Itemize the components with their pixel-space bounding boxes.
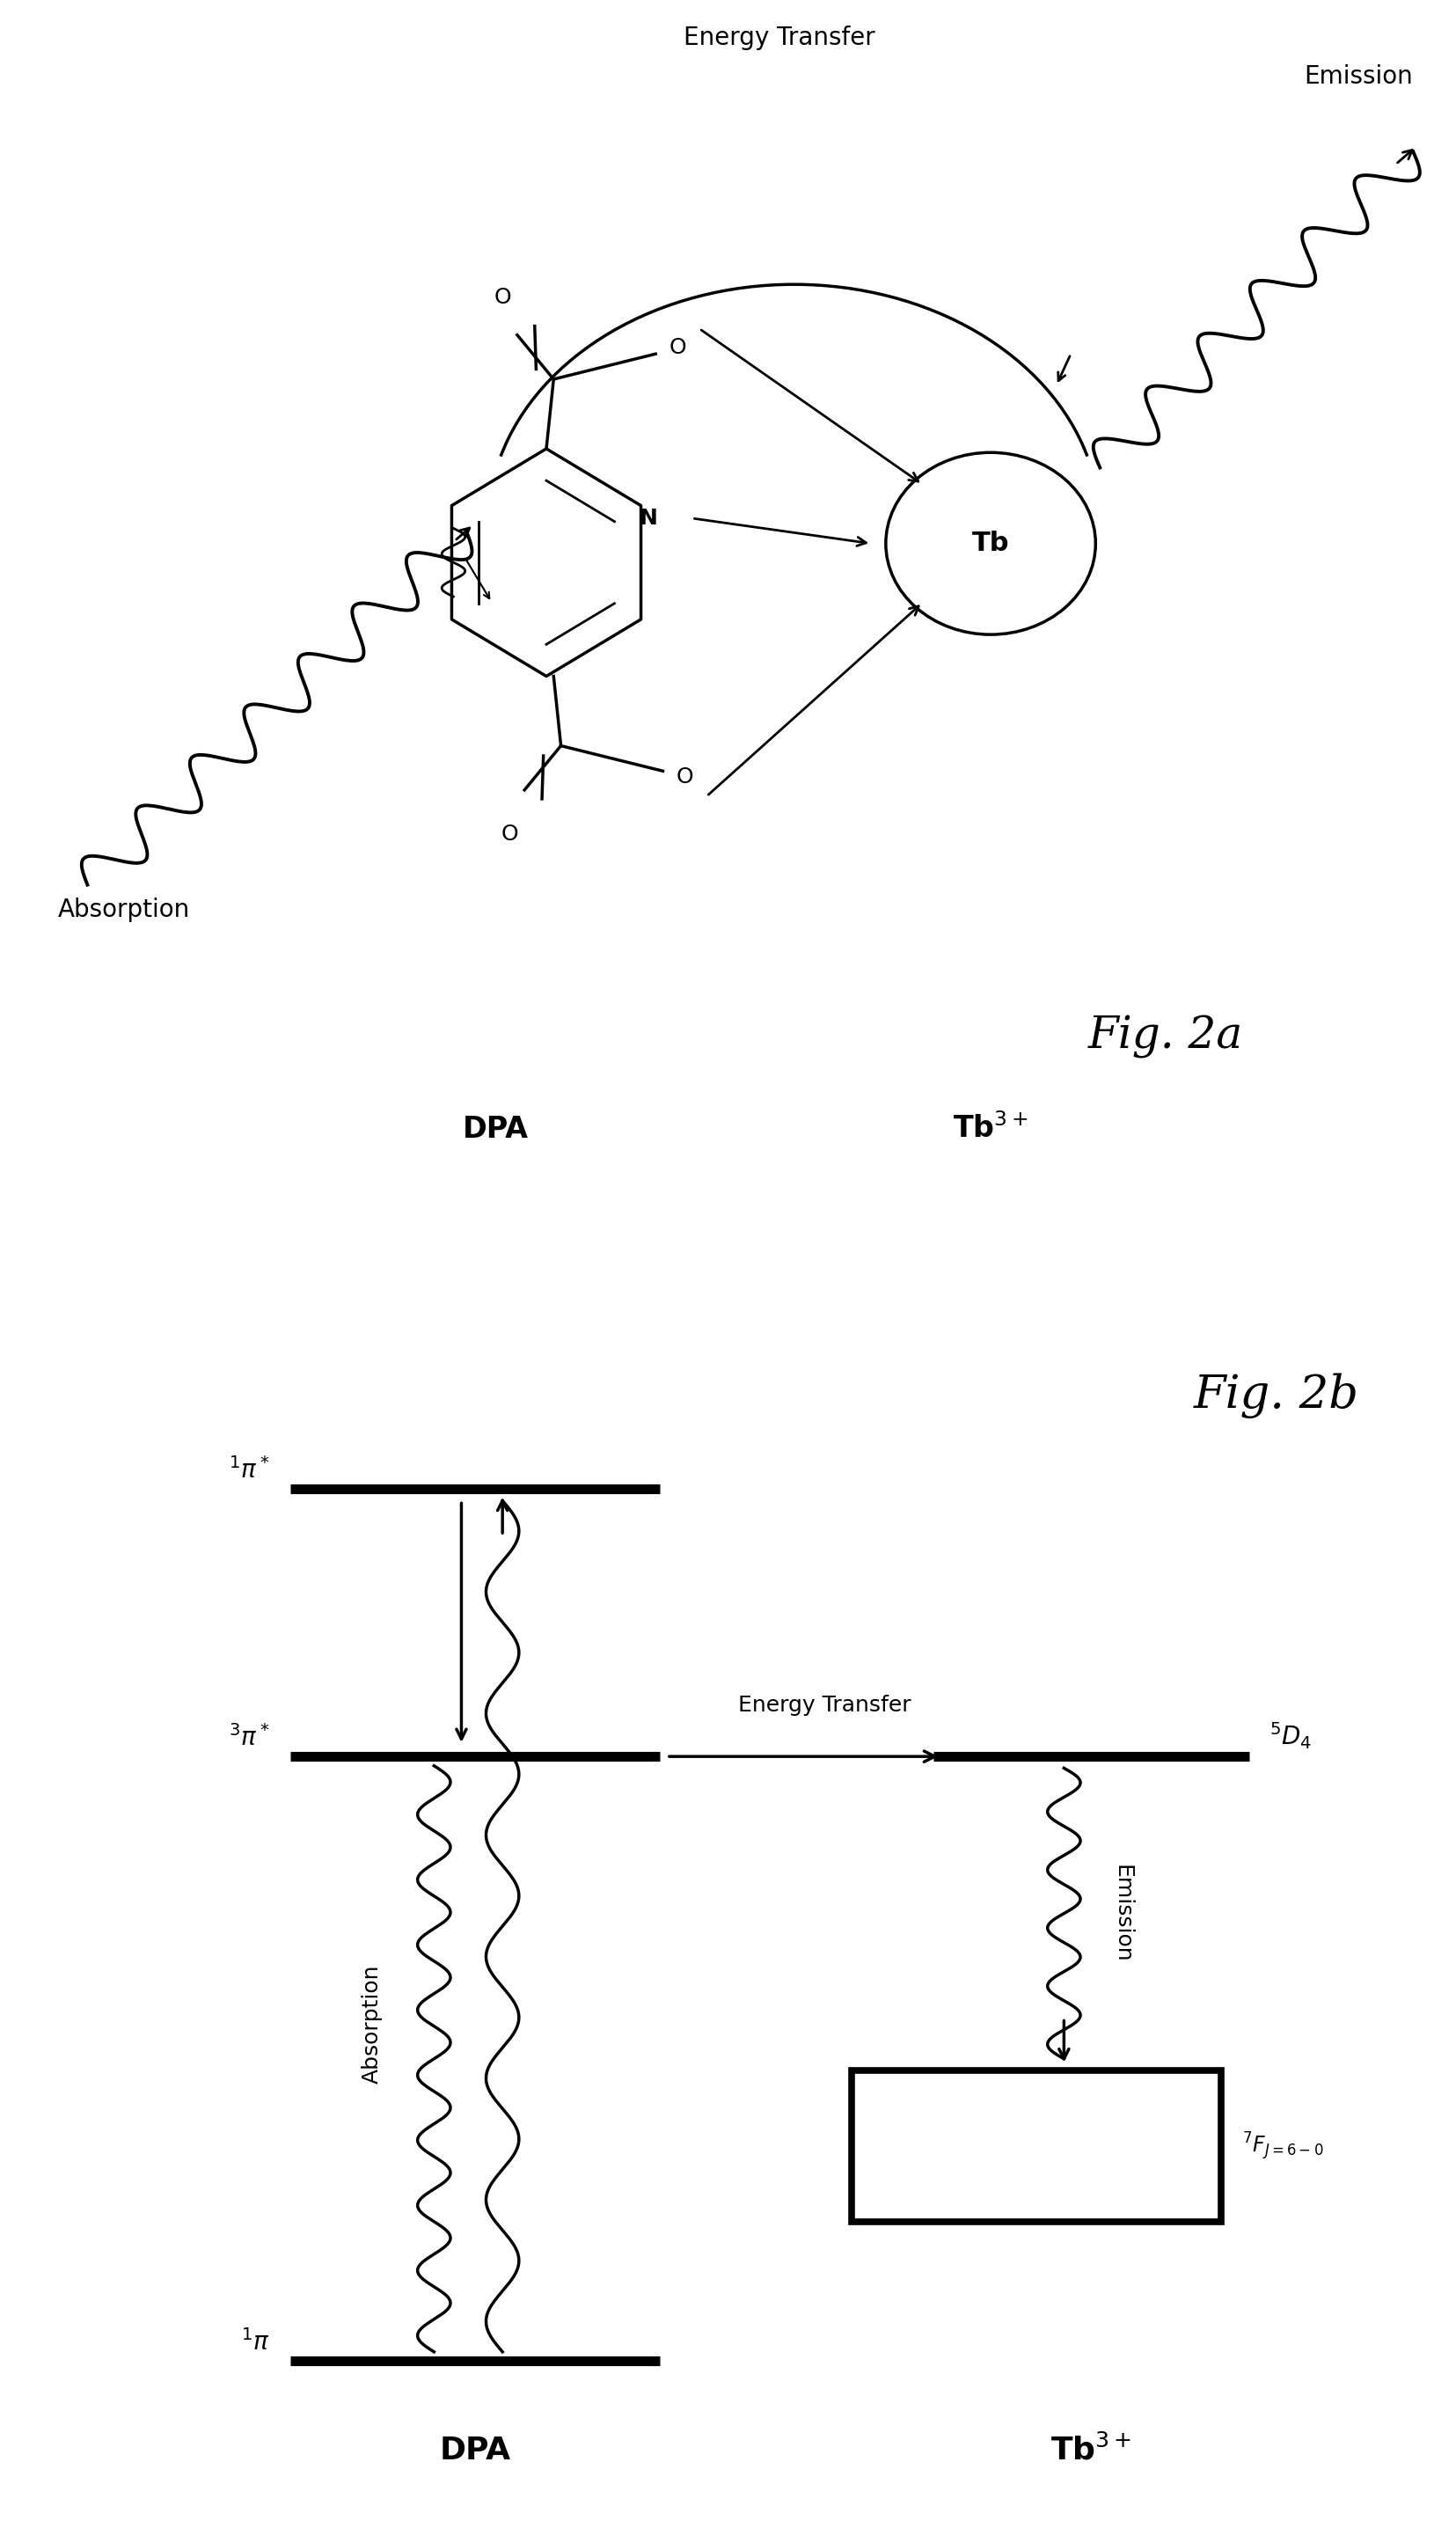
Text: $^1\pi$: $^1\pi$ (240, 2328, 269, 2356)
Text: Absorption: Absorption (58, 897, 191, 923)
Text: Fig. 2a: Fig. 2a (1088, 1014, 1242, 1059)
Text: $^7F_{J=6-0}$: $^7F_{J=6-0}$ (1242, 2131, 1322, 2161)
Text: Absorption: Absorption (361, 1964, 383, 2083)
Text: O: O (501, 824, 518, 844)
Bar (852, 2070, 1220, 2222)
Text: Energy Transfer: Energy Transfer (683, 25, 875, 51)
Text: O: O (494, 286, 511, 308)
Text: DPA: DPA (440, 2437, 511, 2465)
Text: Emission: Emission (1303, 63, 1412, 88)
Text: $^3\pi^*$: $^3\pi^*$ (229, 1724, 269, 1749)
Text: N: N (639, 508, 657, 528)
Text: Emission: Emission (1111, 1863, 1133, 1962)
Text: $^1\pi^*$: $^1\pi^*$ (229, 1456, 269, 1484)
Text: Tb: Tb (971, 531, 1009, 556)
Text: Energy Transfer: Energy Transfer (737, 1694, 910, 1717)
Text: O: O (676, 766, 693, 789)
Text: DPA: DPA (462, 1115, 529, 1143)
Text: O: O (668, 336, 686, 359)
Text: Fig. 2b: Fig. 2b (1192, 1373, 1358, 1418)
Text: Tb$^{3+}$: Tb$^{3+}$ (1050, 2434, 1131, 2465)
Text: Tb$^{3+}$: Tb$^{3+}$ (952, 1112, 1028, 1143)
Text: $^5D_4$: $^5D_4$ (1268, 1719, 1310, 1749)
